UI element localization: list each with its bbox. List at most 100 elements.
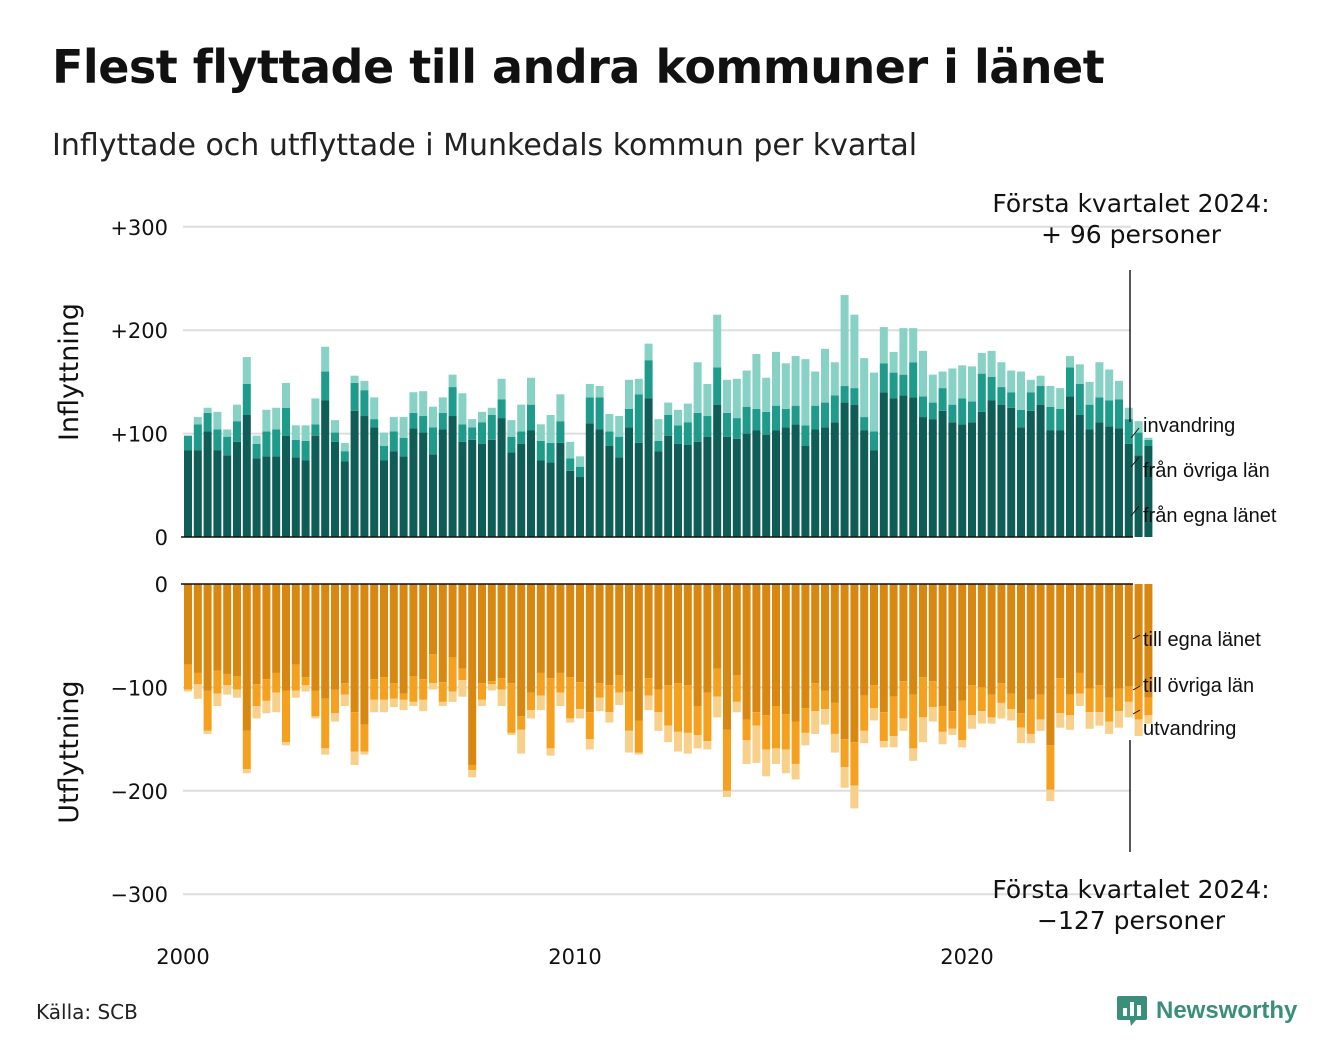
bar-in-1 [752, 408, 761, 431]
bar-out-2 [213, 693, 222, 707]
bar-out-0 [1144, 584, 1153, 698]
bar-in-1 [1144, 439, 1153, 447]
annotation-bottom-line2: −127 personer [1037, 906, 1226, 935]
y-tick-label-top: 0 [155, 526, 168, 550]
bar-out-2 [1046, 789, 1055, 802]
bar-out-1 [968, 685, 976, 716]
bar-in-0 [1056, 430, 1065, 537]
bar-out-0 [703, 584, 712, 693]
bar-out-2 [703, 741, 712, 750]
legend-leader [1132, 634, 1141, 640]
bar-in-2 [1124, 407, 1133, 420]
bar-in-1 [566, 458, 575, 471]
bar-out-0 [762, 584, 771, 716]
bar-in-0 [801, 446, 810, 537]
bar-out-1 [860, 695, 869, 731]
bar-in-0 [497, 418, 506, 537]
bar-in-0 [321, 400, 330, 537]
bar-out-1 [683, 685, 692, 733]
bar-out-0 [340, 584, 349, 684]
bar-out-1 [870, 685, 878, 709]
bar-in-1 [693, 412, 702, 442]
bar-out-2 [203, 730, 212, 734]
bar-in-2 [1134, 421, 1143, 433]
bar-out-0 [693, 584, 702, 707]
bar-out-0 [389, 584, 398, 684]
bar-out-1 [850, 742, 859, 786]
bar-out-1 [497, 678, 506, 690]
bar-out-2 [389, 698, 398, 708]
bar-out-0 [458, 584, 467, 669]
bar-out-2 [487, 684, 496, 691]
bar-out-0 [713, 584, 722, 669]
bar-out-2 [1026, 733, 1035, 744]
bar-out-1 [1007, 693, 1016, 710]
bar-in-0 [703, 436, 712, 537]
legend: invandring från övriga län från egna länet… [1130, 415, 1277, 740]
bar-out-0 [968, 584, 976, 686]
bar-out-0 [742, 584, 751, 720]
bar-in-1 [713, 367, 722, 405]
bar-in-0 [1095, 422, 1104, 537]
bar-in-2 [252, 435, 261, 444]
bar-in-2 [850, 314, 859, 389]
bar-out-1 [193, 672, 202, 685]
bar-in-0 [468, 439, 477, 537]
bar-out-2 [987, 717, 996, 724]
chart-area: 0 +100 +200 +300 0 −100 −200 −300 2000 2010 2020 I… [54, 189, 1277, 969]
bar-out-2 [1144, 715, 1153, 724]
bar-out-0 [625, 584, 633, 692]
bar-out-1 [674, 683, 682, 732]
bar-in-0 [860, 430, 869, 537]
bar-out-1 [821, 690, 829, 710]
bar-in-0 [213, 450, 222, 537]
bar-in-0 [977, 411, 986, 537]
bar-out-1 [1105, 697, 1114, 722]
bar-out-2 [585, 739, 594, 750]
bar-out-1 [546, 678, 555, 749]
bar-in-0 [1144, 446, 1153, 537]
bar-out-0 [311, 584, 320, 691]
bar-in-0 [968, 422, 976, 537]
bar-in-1 [595, 397, 604, 430]
bar-in-1 [997, 387, 1006, 405]
bar-out-1 [1124, 686, 1133, 702]
bar-in-1 [938, 388, 947, 411]
bar-in-1 [1017, 409, 1025, 428]
legend-leader [1130, 505, 1140, 517]
bar-out-1 [909, 694, 918, 749]
bar-in-0 [997, 404, 1006, 537]
bar-in-0 [1085, 429, 1094, 537]
bar-in-1 [615, 436, 624, 458]
bar-out-1 [742, 719, 751, 741]
legend-label-in: invandring [1143, 415, 1235, 437]
bar-out-2 [527, 710, 535, 719]
bar-in-1 [850, 388, 859, 405]
bar-in-1 [811, 405, 820, 430]
bar-in-2 [958, 365, 967, 399]
bar-out-2 [683, 732, 692, 754]
bar-out-2 [1066, 715, 1074, 730]
legend-leader [1130, 456, 1140, 468]
bar-out-2 [331, 713, 339, 722]
bar-in-0 [870, 450, 878, 537]
bar-in-0 [742, 433, 751, 537]
bar-out-1 [1066, 694, 1074, 716]
bar-in-2 [585, 383, 594, 398]
bar-out-2 [693, 734, 702, 749]
bar-in-2 [213, 411, 222, 430]
bar-in-2 [997, 362, 1006, 388]
bar-in-1 [399, 437, 408, 457]
bar-out-2 [1075, 693, 1084, 707]
bar-out-2 [360, 751, 369, 755]
bar-in-1 [497, 399, 506, 419]
bar-in-0 [223, 455, 232, 537]
bar-out-0 [1046, 584, 1055, 746]
brand-logo[interactable]: Newsworthy [1116, 994, 1297, 1028]
bar-in-0 [585, 423, 594, 537]
bar-out-1 [487, 681, 496, 685]
bar-out-2 [262, 700, 271, 714]
bar-in-0 [938, 410, 947, 537]
bar-in-0 [556, 442, 565, 537]
bar-out-1 [291, 664, 300, 691]
